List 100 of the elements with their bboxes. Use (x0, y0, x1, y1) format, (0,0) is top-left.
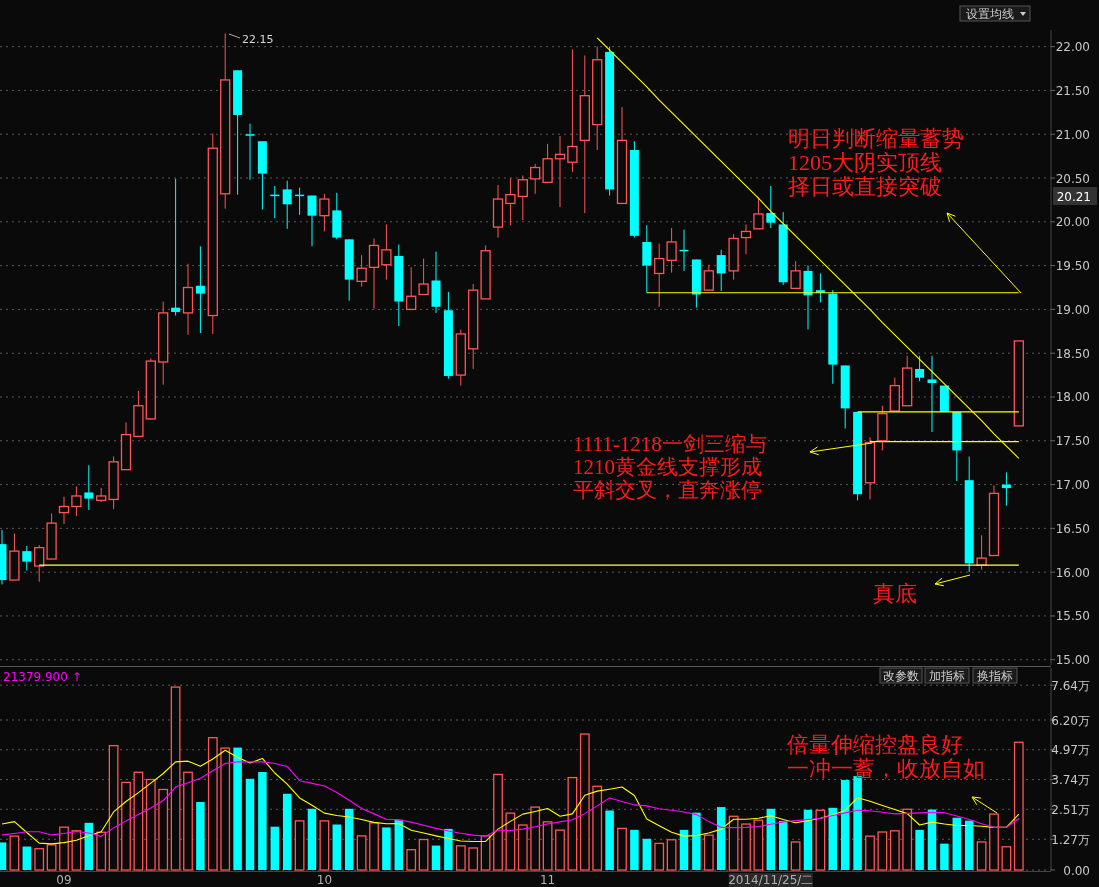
bar (915, 829, 924, 870)
candlestick (517, 174, 528, 221)
candlestick (740, 223, 752, 255)
bar (332, 824, 342, 870)
y-tick-label: 6.20万 (1051, 713, 1090, 728)
bar (319, 820, 330, 871)
bar (270, 826, 280, 870)
candlestick (666, 227, 677, 274)
candlestick (356, 254, 367, 288)
bar (716, 807, 726, 870)
candlestick (307, 195, 317, 247)
bar (258, 772, 267, 870)
bar (976, 841, 987, 871)
y-tick-label: 3.74万 (1051, 773, 1090, 788)
bar (642, 838, 652, 870)
y-tick-label: 17.50 (1055, 434, 1090, 449)
bar (865, 835, 875, 871)
y-tick-label: 18.50 (1055, 346, 1090, 361)
y-tick-label: 22.00 (1055, 40, 1090, 55)
bar (158, 788, 169, 871)
candlestick (171, 178, 181, 317)
x-tick-label: 09 (56, 873, 72, 887)
y-tick-label: 21.00 (1055, 127, 1090, 142)
bar (840, 780, 850, 870)
bar (431, 845, 441, 870)
bar (444, 828, 453, 870)
candlestick (567, 48, 578, 173)
bar (741, 823, 751, 871)
bar (468, 847, 479, 871)
bar (455, 845, 466, 871)
candlestick (716, 249, 726, 292)
bar (480, 835, 491, 871)
bar (1013, 741, 1024, 871)
bar (96, 831, 107, 871)
bar (579, 733, 590, 871)
y-tick-label: 18.00 (1055, 390, 1090, 405)
candlestick (592, 46, 603, 151)
candlestick (381, 223, 392, 281)
bar (803, 809, 813, 870)
bar (753, 819, 764, 871)
candlestick (158, 301, 169, 386)
bar (34, 848, 45, 871)
bar (889, 830, 900, 871)
bar (555, 829, 565, 871)
bar (233, 747, 242, 870)
bar (530, 806, 541, 871)
bar (282, 793, 292, 870)
bar (828, 807, 838, 870)
bar (940, 843, 949, 870)
annotation: 21379.900 ↑ (3, 670, 82, 684)
bar (46, 844, 57, 871)
candlestick (864, 436, 876, 500)
bar (630, 829, 639, 870)
bar (294, 820, 305, 871)
bar (902, 808, 913, 871)
candlestick (245, 123, 255, 181)
bar (692, 812, 701, 870)
candlestick (220, 33, 231, 210)
annotation: 真底 (873, 581, 917, 606)
bar (654, 842, 665, 871)
bar (493, 773, 503, 871)
y-tick-label: 1.27万 (1051, 832, 1090, 847)
bar (344, 808, 354, 870)
bar (207, 737, 218, 871)
bar (815, 809, 826, 871)
annotation: 22.15 (242, 33, 274, 46)
y-tick-label: 16.50 (1055, 521, 1090, 536)
x-tick-label: 2014/11/25/二 (728, 873, 814, 887)
bar (952, 817, 962, 870)
y-tick-label: 0.00 (1063, 863, 1090, 878)
candlestick (766, 185, 776, 229)
text: 设置均线 (966, 7, 1014, 21)
candlestick (976, 534, 987, 571)
y-tick-label: 16.00 (1055, 565, 1090, 580)
annotation: 倍量伸缩控盘良好一冲一蓄，收放自如 (787, 732, 985, 781)
bar (59, 826, 69, 871)
candlestick (84, 464, 94, 511)
candlestick (282, 180, 292, 230)
bar (989, 813, 999, 871)
bar (1001, 846, 1012, 871)
candlestick (505, 177, 516, 226)
candlestick (654, 243, 665, 308)
bar (703, 834, 714, 871)
bar (394, 819, 404, 870)
candlestick (579, 54, 590, 214)
candlestick (58, 496, 70, 525)
bar (418, 838, 429, 871)
bar (307, 808, 317, 870)
bar (679, 829, 689, 870)
text: 20.21 (1056, 190, 1091, 204)
bar (592, 785, 603, 871)
y-tick-label: 2.51万 (1051, 802, 1090, 817)
y-tick-label: 15.00 (1055, 653, 1090, 668)
candlestick (207, 132, 218, 335)
bar (196, 802, 205, 870)
x-tick-label: 10 (316, 873, 333, 887)
bar (517, 824, 528, 871)
bar (617, 827, 627, 871)
y-tick-label: 20.00 (1055, 215, 1090, 230)
bar (220, 747, 231, 871)
